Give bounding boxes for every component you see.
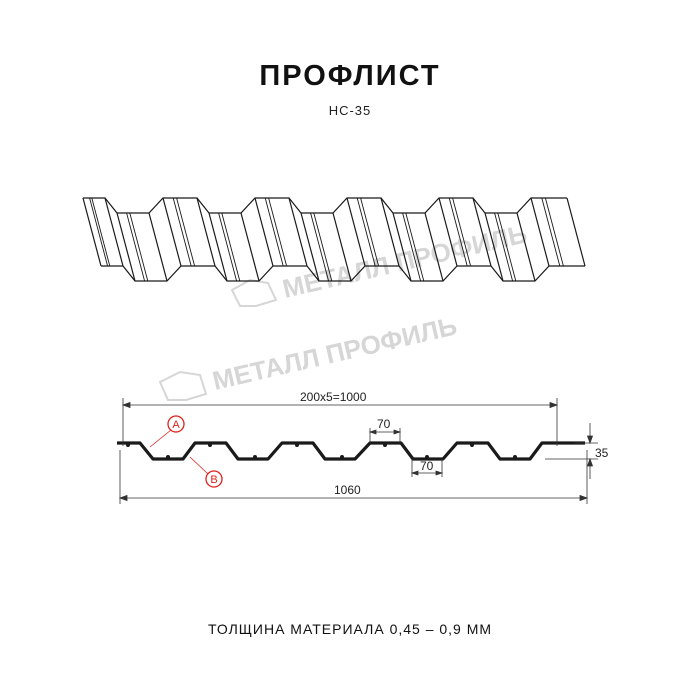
fold-line — [530, 197, 550, 267]
rib — [425, 455, 429, 459]
fold-line — [254, 197, 274, 267]
isometric-sheet-view — [82, 197, 586, 282]
fold-line — [148, 212, 168, 282]
rib — [340, 455, 344, 459]
rib-line — [452, 197, 472, 267]
page-title: ПРОФЛИСТ — [259, 60, 441, 92]
fold-line — [484, 212, 504, 282]
dimension-pitch — [121, 398, 559, 446]
rib — [470, 443, 474, 447]
rib — [383, 443, 387, 447]
dimension-valley — [410, 459, 444, 477]
dimension-height-label: 35 — [595, 446, 609, 460]
rib — [126, 443, 130, 447]
watermark-text: МЕТАЛЛ ПРОФИЛЬ — [280, 218, 530, 303]
fold-line — [288, 197, 308, 267]
rib-line — [497, 212, 517, 282]
fold-line — [332, 212, 352, 282]
rib — [253, 455, 257, 459]
marker-b-label: B — [210, 474, 217, 486]
rib-line — [172, 197, 192, 267]
marker-a: A — [149, 415, 185, 448]
rib-line — [360, 197, 380, 267]
rib-line — [313, 212, 333, 282]
rib-line — [221, 212, 241, 282]
fold-line — [392, 212, 412, 282]
rib-line — [89, 197, 109, 267]
rib-line — [541, 197, 561, 267]
dimension-pitch-label: 200x5=1000 — [300, 390, 367, 404]
rib-line — [356, 197, 376, 267]
watermark-logo-3d: МЕТАЛЛ ПРОФИЛЬ — [230, 218, 530, 307]
marker-b: B — [189, 456, 223, 488]
rib-line — [494, 212, 514, 282]
fold-line — [104, 197, 124, 267]
dimension-total — [118, 450, 589, 504]
fold-line — [300, 212, 320, 282]
dimension-crest-label: 70 — [377, 417, 391, 431]
dimension-valley-label: 70 — [420, 459, 434, 473]
fold-line — [424, 212, 444, 282]
watermark-text: МЕТАЛЛ ПРОФИЛЬ — [210, 310, 460, 395]
fold-line — [162, 197, 182, 267]
material-thickness: ТОЛЩИНА МАТЕРИАЛА 0,45 – 0,9 ММ — [207, 621, 493, 637]
fold-line — [82, 197, 102, 267]
rib-line — [268, 197, 288, 267]
rib — [208, 443, 212, 447]
rib-line — [544, 197, 564, 267]
rib — [295, 443, 299, 447]
dimension-total-label: 1060 — [334, 483, 361, 497]
fold-line — [240, 212, 260, 282]
model-subtitle: НС-35 — [328, 103, 372, 118]
rib-line — [448, 197, 468, 267]
rib-line — [218, 212, 238, 282]
sheet-bottom-edge — [101, 265, 585, 282]
fold-line — [516, 212, 536, 282]
fold-line — [380, 197, 400, 267]
fold-line — [116, 212, 136, 282]
watermark-logo-section: МЕТАЛЛ ПРОФИЛЬ — [158, 310, 460, 401]
sheet-top-edge — [83, 197, 567, 214]
rib-line — [264, 197, 284, 267]
dimension-crest — [368, 428, 402, 443]
rib — [166, 455, 170, 459]
fold-line — [472, 197, 492, 267]
fold-line — [208, 212, 228, 282]
rib-line — [402, 212, 422, 282]
fold-line — [566, 197, 586, 267]
rib-line — [126, 212, 146, 282]
rib-line — [310, 212, 330, 282]
marker-a-label: A — [172, 419, 180, 431]
rib-line — [176, 197, 196, 267]
dimension-height — [545, 423, 598, 479]
fold-line — [196, 197, 216, 267]
rib — [513, 455, 517, 459]
rib-line — [129, 212, 149, 282]
profile-outline — [117, 441, 585, 461]
fold-line — [438, 197, 458, 267]
cross-section-view — [117, 441, 585, 461]
rib-line — [405, 212, 425, 282]
rib-line — [91, 197, 111, 267]
fold-line — [346, 197, 366, 267]
